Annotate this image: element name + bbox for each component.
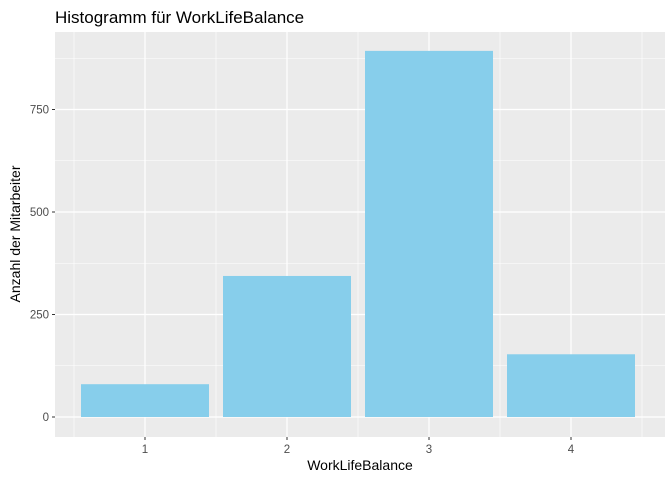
y-axis-title: Anzahl der Mitarbeiter — [7, 165, 23, 302]
x-tick-label: 1 — [142, 444, 148, 456]
x-tick-label: 3 — [426, 444, 432, 456]
bars — [81, 50, 635, 418]
y-tick-label: 0 — [43, 412, 49, 424]
y-axis: 0 250 500 750 — [30, 105, 55, 424]
bar-4 — [507, 354, 635, 417]
x-axis: 1 2 3 4 — [142, 437, 575, 456]
bar-1 — [81, 384, 209, 417]
bar-3 — [365, 50, 493, 418]
y-tick-label: 500 — [30, 207, 49, 219]
minor-gridlines — [55, 32, 665, 437]
x-tick-label: 4 — [568, 444, 575, 456]
chart-title: Histogramm für WorkLifeBalance — [55, 8, 304, 27]
bar-2 — [223, 275, 351, 417]
x-axis-title: WorkLifeBalance — [307, 457, 413, 473]
y-tick-label: 750 — [30, 105, 49, 117]
y-tick-label: 250 — [30, 310, 49, 322]
x-tick-label: 2 — [284, 444, 290, 456]
